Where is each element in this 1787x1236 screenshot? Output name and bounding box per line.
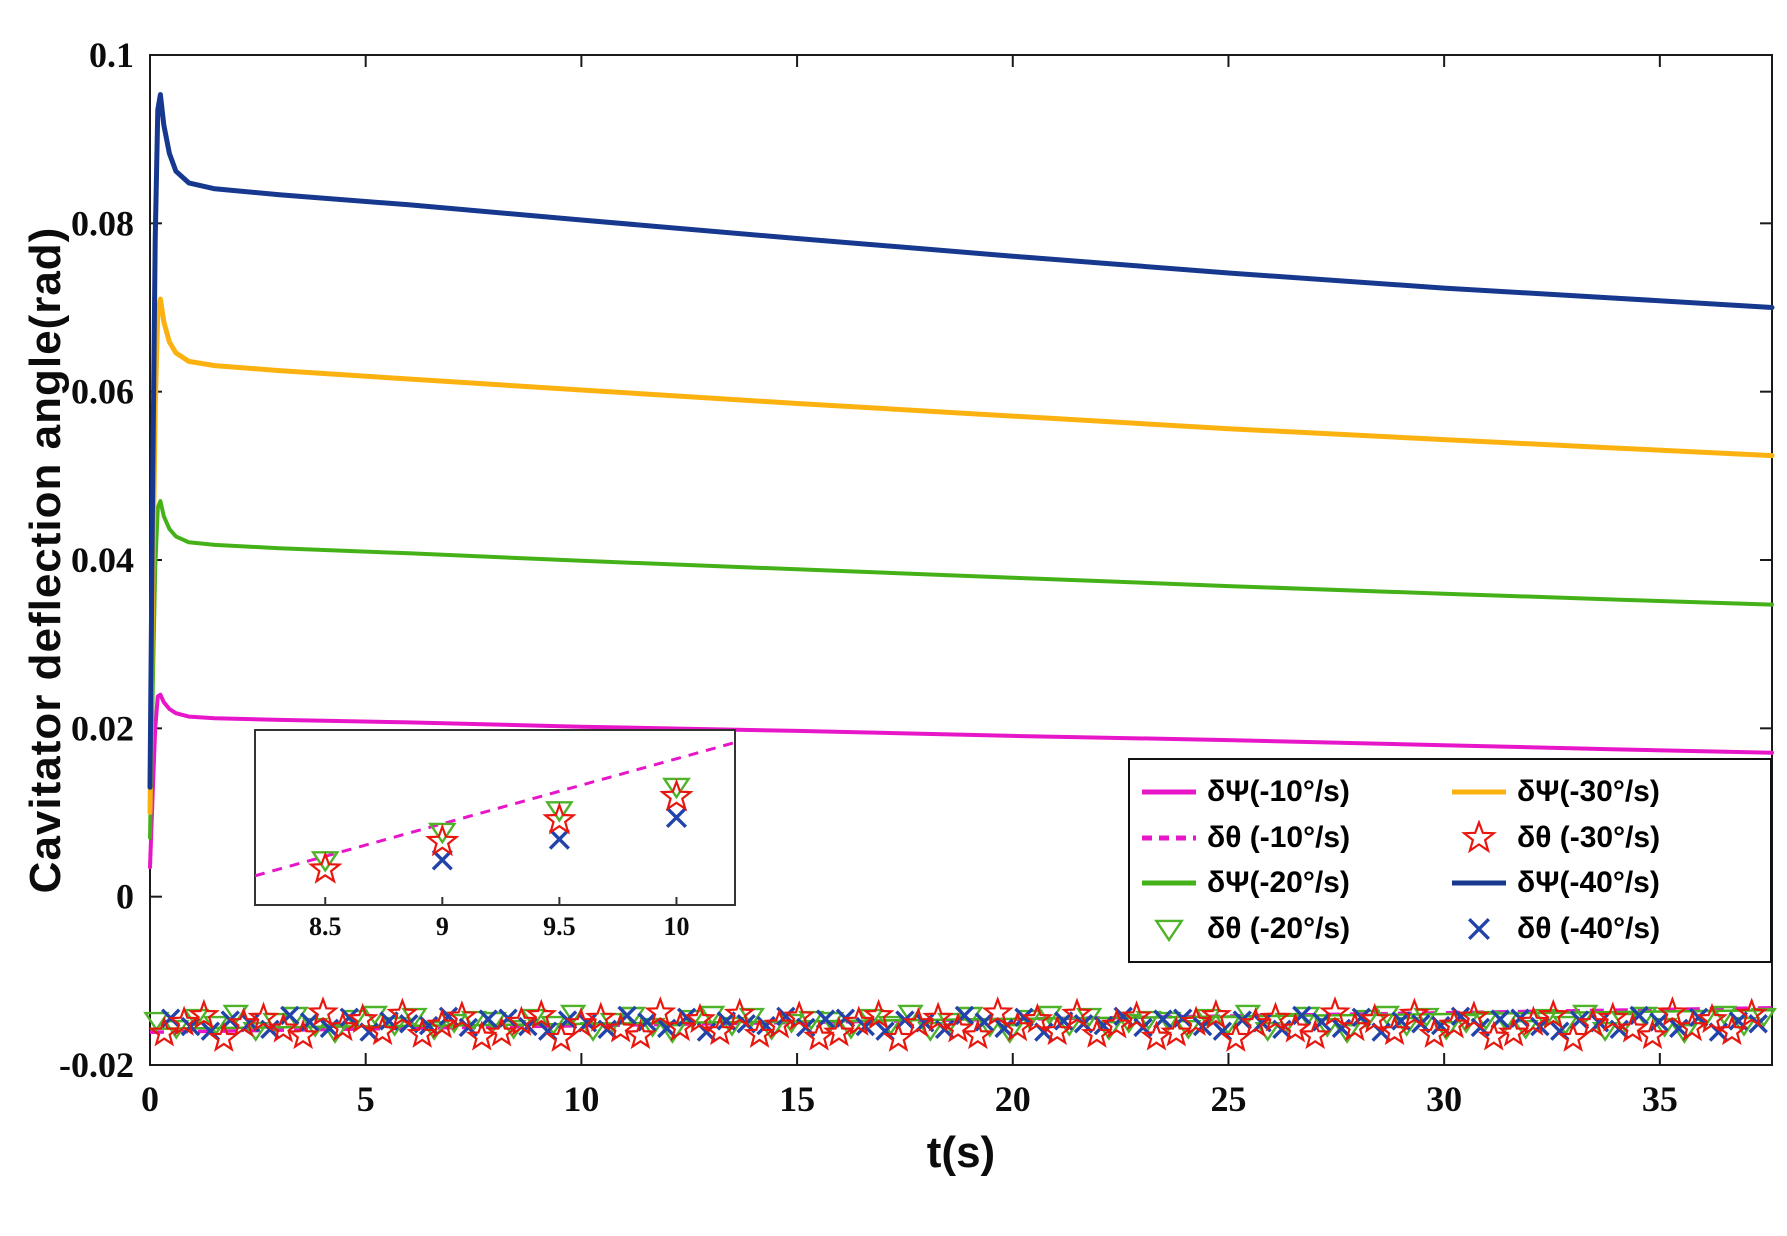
inset: 8.5 9 9.5 10	[254, 729, 736, 941]
legend-label: δθ (-20°/s)	[1207, 912, 1351, 946]
series-line	[147, 296, 1775, 815]
inset-x-tick-label: 9.5	[543, 912, 576, 941]
legend-entry: δθ (-20°/s)	[1140, 911, 1450, 947]
legend-swatch-line	[1142, 880, 1196, 886]
legend-swatch-line	[1452, 789, 1506, 795]
legend-swatch-line	[1142, 789, 1196, 795]
x-axis-label: t(s)	[926, 1128, 996, 1177]
legend-swatch-star	[1461, 819, 1497, 853]
x-tick-label: 10	[563, 1079, 599, 1119]
legend-entry: δθ (-40°/s)	[1450, 911, 1760, 947]
legend-entry: δΨ(-30°/s)	[1450, 774, 1760, 810]
legend-swatch-dashed-line	[1142, 835, 1196, 841]
x-tick-label: 25	[1210, 1079, 1246, 1119]
legend-entry: δθ (-10°/s)	[1140, 820, 1450, 856]
legend-label: δΨ(-30°/s)	[1517, 774, 1660, 808]
x-tick-label: 30	[1426, 1079, 1462, 1119]
theta-markers	[143, 996, 1778, 1052]
legend-label: δθ (-10°/s)	[1207, 820, 1351, 854]
inset-x-markers	[431, 806, 688, 871]
series-line	[147, 92, 1775, 790]
scatter-star	[148, 996, 1768, 1052]
legend-entry: δΨ(-20°/s)	[1140, 865, 1450, 901]
inset-x-tick-label: 8.5	[309, 912, 342, 941]
legend-entry: δΨ(-10°/s)	[1140, 774, 1450, 810]
x-tick-label: 5	[357, 1079, 375, 1119]
series-line	[148, 692, 1774, 870]
x-tick-label: 15	[779, 1079, 815, 1119]
y-tick-label: 0.1	[89, 35, 134, 75]
legend-entry: δΨ(-40°/s)	[1450, 865, 1760, 901]
legend: δΨ(-10°/s) δΨ(-30°/s) δθ (-10°/s) δθ (-30°/…	[1128, 758, 1772, 963]
legend-swatch-line	[1452, 880, 1506, 886]
y-tick-label: -0.02	[59, 1045, 134, 1085]
inset-border	[254, 729, 736, 906]
inset-star-markers	[308, 778, 694, 884]
legend-label: δθ (-30°/s)	[1517, 820, 1661, 854]
x-tick-label: 35	[1642, 1079, 1678, 1119]
series-line	[148, 499, 1774, 840]
x-tick-label: 20	[995, 1079, 1031, 1119]
legend-label: δΨ(-10°/s)	[1207, 774, 1350, 808]
y-tick-label: 0.08	[71, 203, 134, 243]
legend-entry: δθ (-30°/s)	[1450, 819, 1760, 856]
legend-label: δΨ(-40°/s)	[1517, 866, 1660, 900]
y-tick-label: 0	[116, 877, 134, 917]
legend-swatch-triangle	[1154, 919, 1184, 943]
y-tick-label: 0.06	[71, 372, 134, 412]
y-axis-label: Cavitator deflection angle(rad)	[21, 226, 70, 894]
inset-x-tick-label: 9	[436, 912, 449, 941]
legend-label: δΨ(-20°/s)	[1207, 866, 1350, 900]
x-tick-label: 0	[141, 1079, 159, 1119]
y-tick-label: 0.02	[71, 708, 134, 748]
legend-label: δθ (-40°/s)	[1517, 912, 1661, 946]
y-tick-label: 0.04	[71, 540, 134, 580]
inset-x-tick-label: 10	[663, 912, 689, 941]
legend-swatch-x	[1468, 918, 1490, 941]
inset-line	[255, 741, 735, 878]
psi-series	[147, 92, 1775, 870]
